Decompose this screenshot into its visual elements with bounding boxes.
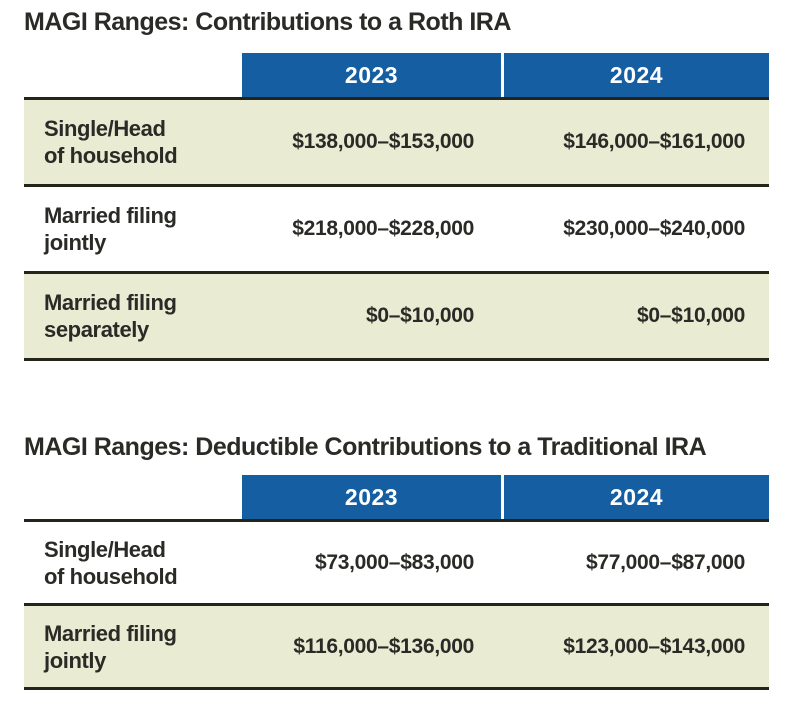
row-label-line2: of household [44,143,178,168]
roth-table-body: Single/Head of household $138,000–$153,0… [24,97,769,361]
row-label-line2: separately [44,317,149,342]
header-spacer [24,475,242,519]
column-header-2024: 2024 [504,53,769,97]
cell-2024-value: $146,000–$161,000 [563,130,745,153]
cell-2024-value: $230,000–$240,000 [563,217,745,240]
header-spacer [24,53,242,97]
table-row-married-separately: Married filing separately $0–$10,000 $0–… [24,271,769,358]
row-label-line1: Married filing [44,290,177,315]
roth-ira-table-section: MAGI Ranges: Contributions to a Roth IRA… [24,8,769,361]
row-label: Single/Head of household [24,100,242,184]
table-row-married-jointly: Married filing jointly $116,000–$136,000… [24,603,769,687]
traditional-table-body: Single/Head of household $73,000–$83,000… [24,519,769,690]
row-label-line2: jointly [44,230,106,255]
cell-2023-value: $218,000–$228,000 [292,217,474,240]
cell-2023-value: $0–$10,000 [366,304,474,327]
roth-table-header-row: 2023 2024 [24,53,769,97]
row-label-line1: Married filing [44,203,177,228]
column-header-2023: 2023 [242,53,501,97]
row-label: Married filing jointly [24,606,242,687]
cell-2024-value: $0–$10,000 [637,304,745,327]
row-label-line1: Single/Head [44,536,166,562]
column-header-2024: 2024 [504,475,769,519]
row-label-line2: of household [44,563,178,589]
traditional-table-title: MAGI Ranges: Deductible Contributions to… [24,433,707,461]
table-row-single-head: Single/Head of household $73,000–$83,000… [24,522,769,603]
traditional-ira-table-section: MAGI Ranges: Deductible Contributions to… [24,433,769,690]
cell-2024-value: $123,000–$143,000 [563,634,745,658]
row-label-line2: jointly [44,647,106,673]
column-divider [501,53,504,97]
table-row-married-jointly: Married filing jointly $218,000–$228,000… [24,184,769,271]
cell-2023-value: $73,000–$83,000 [315,550,474,574]
row-label-line1: Married filing [44,620,177,646]
table-row-single-head: Single/Head of household $138,000–$153,0… [24,100,769,184]
row-label: Married filing separately [24,274,242,358]
cell-2023-value: $116,000–$136,000 [293,634,474,658]
column-divider [501,475,504,519]
roth-table-title: MAGI Ranges: Contributions to a Roth IRA [24,8,511,36]
row-label-line1: Single/Head [44,116,166,141]
row-label: Single/Head of household [24,522,242,603]
traditional-table-header-row: 2023 2024 [24,475,769,519]
column-header-2023: 2023 [242,475,501,519]
cell-2024-value: $77,000–$87,000 [586,550,745,574]
cell-2023-value: $138,000–$153,000 [292,130,474,153]
row-label: Married filing jointly [24,187,242,271]
